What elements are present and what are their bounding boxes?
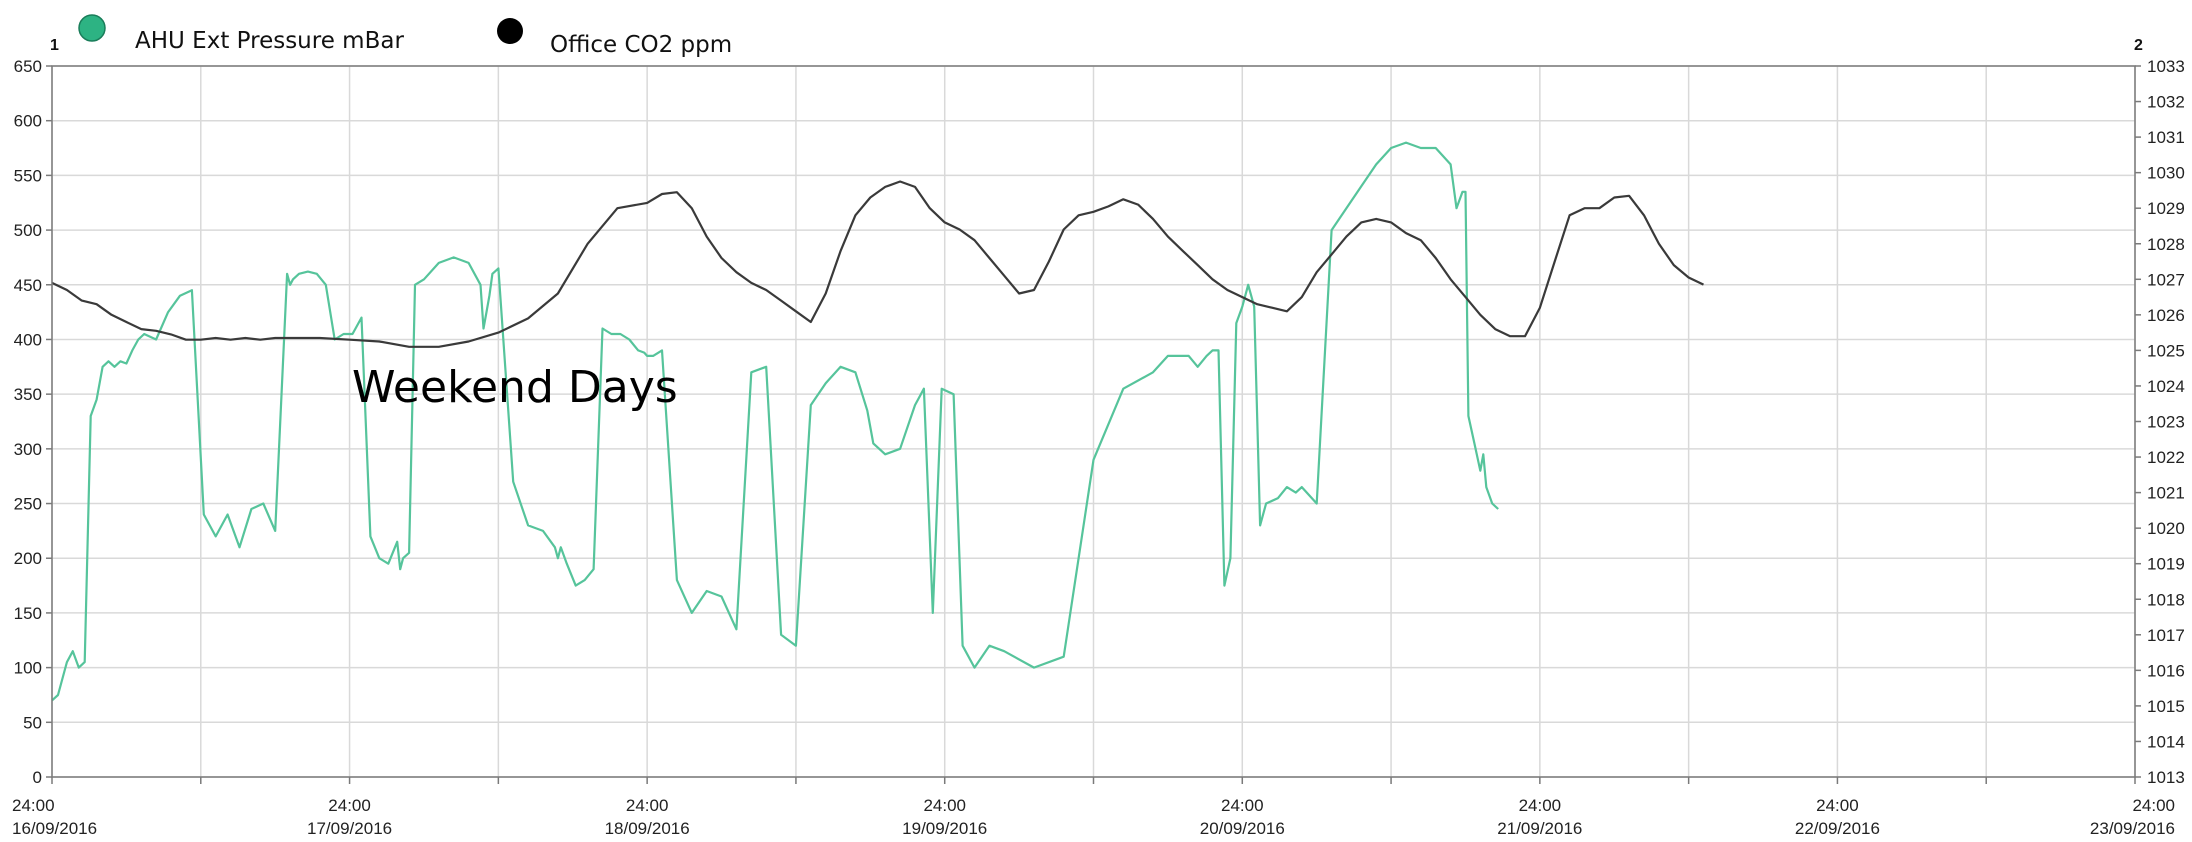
y-left-tick-label: 500 [14,221,42,240]
x-tick-time: 24:00 [12,796,55,815]
y-axis-left: 0 50 100 150 200 250 300 350 400 450 500 550 600 650 [14,57,52,787]
y-left-tick-label: 400 [14,330,42,349]
right-axis-id: 2 [2134,37,2143,54]
y-axis-right: 1013 1014 1015 1016 1017 1018 1019 1020 1021 1022… [2135,57,2185,787]
y-left-tick-label: 300 [14,440,42,459]
y-left-tick-label: 650 [14,57,42,76]
y-left-tick-label: 150 [14,604,42,623]
y-right-tick-label: 1018 [2147,590,2185,609]
y-right-tick-label: 1027 [2147,270,2185,289]
x-tick-date: 20/09/2016 [1200,819,1285,838]
y-right-tick-label: 1032 [2147,93,2185,112]
y-right-tick-label: 1028 [2147,235,2185,254]
x-tick-time: 24:00 [1221,796,1264,815]
y-right-tick-label: 1022 [2147,448,2185,467]
y-right-tick-label: 1024 [2147,377,2185,396]
y-right-tick-label: 1015 [2147,697,2185,716]
x-tick-date: 19/09/2016 [902,819,987,838]
y-right-tick-label: 1023 [2147,413,2185,432]
y-right-tick-label: 1031 [2147,128,2185,147]
y-left-tick-label: 0 [33,768,42,787]
y-right-tick-label: 1014 [2147,732,2185,751]
y-right-tick-label: 1033 [2147,57,2185,76]
x-tick-date: 22/09/2016 [1795,819,1880,838]
y-right-tick-label: 1026 [2147,306,2185,325]
x-tick-date: 16/09/2016 [12,819,97,838]
series-line-office-co2 [51,180,1704,348]
x-tick-time: 24:00 [923,796,966,815]
plot-frame [51,65,2136,778]
x-tick-time: 24:00 [328,796,371,815]
legend-label-ahu: AHU Ext Pressure mBar [135,28,404,54]
y-right-tick-label: 1029 [2147,199,2185,218]
legend-label-co2: Office CO2 ppm [550,32,732,58]
y-right-tick-label: 1021 [2147,484,2185,503]
y-left-tick-label: 100 [14,659,42,678]
y-right-tick-label: 1013 [2147,768,2185,787]
series-group [51,141,1704,702]
legend: 1 AHU Ext Pressure mBar Office CO2 ppm 2 [50,14,2143,58]
legend-marker-ahu [78,14,106,42]
x-tick-date: 21/09/2016 [1497,819,1582,838]
y-right-tick-label: 1030 [2147,164,2185,183]
y-left-tick-label: 50 [23,713,42,732]
y-left-tick-label: 250 [14,495,42,514]
y-left-tick-label: 550 [14,166,42,185]
y-right-tick-label: 1020 [2147,519,2185,538]
weekend-days-annotation: Weekend Days [352,362,678,413]
left-axis-id: 1 [50,37,59,54]
y-right-tick-label: 1019 [2147,555,2185,574]
y-left-tick-label: 200 [14,549,42,568]
x-tick-time: 24:00 [1816,796,1859,815]
x-tick-time: 24:00 [1519,796,1562,815]
x-tick-date: 18/09/2016 [605,819,690,838]
x-tick-date: 17/09/2016 [307,819,392,838]
legend-marker-co2 [497,18,523,44]
x-tick-time: 24:00 [626,796,669,815]
x-axis: 24:00 16/09/2016 24:00 17/09/2016 24:00 18/09… [12,777,2175,838]
y-right-tick-label: 1016 [2147,661,2185,680]
y-left-tick-label: 600 [14,112,42,131]
y-left-tick-label: 350 [14,385,42,404]
x-tick-time: 24:00 [2132,796,2175,815]
series-line-ahu-ext-pressure [51,141,1499,702]
y-left-tick-label: 450 [14,276,42,295]
x-tick-date: 23/09/2016 [2090,819,2175,838]
y-right-tick-label: 1017 [2147,626,2185,645]
y-right-tick-label: 1025 [2147,341,2185,360]
